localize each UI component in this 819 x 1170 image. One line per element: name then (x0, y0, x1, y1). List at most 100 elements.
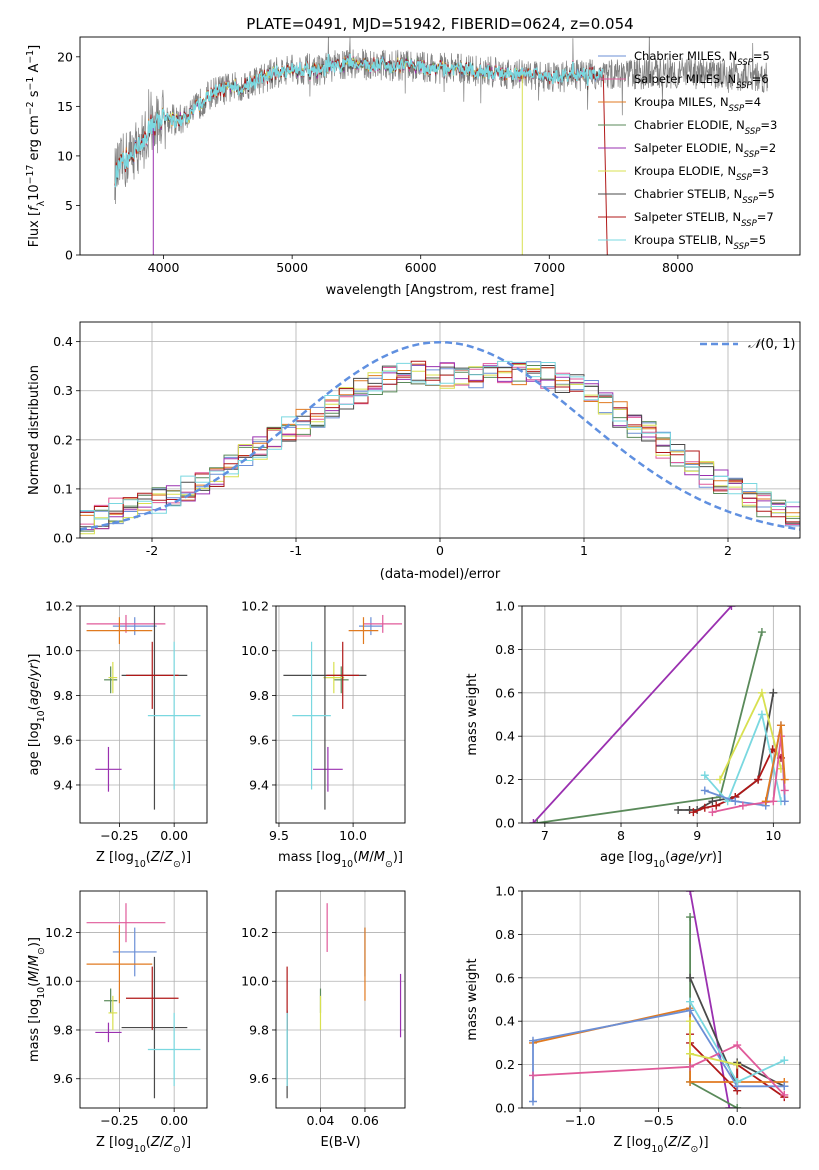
errorbar-chabrier-miles (112, 617, 157, 636)
x-tick-label: -1 (290, 543, 302, 558)
mass-vs-ebv-axes: 0.04 0.06 9.6 9.8 10.0 10.2 (241, 891, 405, 1128)
weight-marker (533, 819, 542, 823)
weight-marker (686, 891, 695, 895)
errorbar-kroupa-miles (348, 617, 379, 645)
spectrum-y-label: Flux [fλ10−17 erg cm−2 s−1 A−1] (25, 45, 47, 247)
residuals-frame (79, 321, 801, 539)
x-tick-label: 0.06 (351, 1113, 379, 1128)
errorbar-kroupa-stelib (147, 1012, 201, 1087)
weight-marker (780, 775, 789, 784)
age-vs-mass-x-label: mass [log10(M/M⊙)] (278, 850, 403, 870)
weight-marker (754, 775, 763, 784)
y-tick-label: 1.0 (495, 599, 515, 614)
weight-vs-age-frame (521, 605, 801, 824)
weight-series-chabrier-miles (528, 1006, 789, 1106)
x-tick-label: −0.25 (100, 828, 138, 843)
weight-vs-Z-y-label: mass weight (465, 958, 480, 1040)
observed-spectrum-line (114, 37, 769, 205)
age-vs-Z-y-label: age [log10(age/yr)] (27, 653, 47, 775)
errorbar-chabrier-miles (112, 927, 157, 977)
y-tick-label: 0.6 (495, 685, 515, 700)
y-tick-label: 0.8 (495, 642, 515, 657)
weight-series-kroupa-elodie (686, 1017, 742, 1069)
errorbar-salpeter-stelib (125, 966, 179, 1030)
weight-vs-Z-x-label: Z [log10(Z/Z⊙)] (613, 1135, 708, 1155)
y-tick-label: 10.0 (45, 643, 73, 658)
spectrum-drop-line (602, 74, 608, 255)
y-tick-label: 0.2 (53, 432, 73, 447)
weight-marker (757, 710, 766, 719)
errorbar-salpeter-elodie (313, 746, 343, 792)
weight-marker (733, 1041, 742, 1050)
weight-series-kroupa-stelib (686, 997, 789, 1086)
weight-marker (733, 1077, 742, 1086)
weight-marker (528, 1071, 537, 1080)
weight-marker (780, 1056, 789, 1065)
errorbar-salpeter-stelib (326, 641, 360, 709)
errorbar-salpeter-elodie (95, 1022, 122, 1043)
x-tick-label: 0.00 (160, 1113, 188, 1128)
y-tick-label: 9.6 (249, 733, 269, 748)
weight-marker (686, 1017, 695, 1026)
mass-vs-Z-x-label: Z [log10(Z/Z⊙)] (96, 1135, 191, 1155)
x-tick-label: 4000 (148, 260, 180, 275)
age-vs-Z-plot-area (86, 606, 201, 810)
weight-marker (731, 797, 740, 806)
errorbar-kroupa-elodie (108, 995, 118, 1030)
spectrum-axes: 4000 5000 6000 7000 8000 0 5 10 15 20 (57, 49, 694, 275)
y-tick-label: 9.6 (53, 733, 73, 748)
x-tick-label: -2 (146, 543, 158, 558)
x-tick-label: 2 (724, 543, 732, 558)
x-tick-label: 10 (765, 828, 781, 843)
weight-marker (528, 1097, 537, 1106)
weight-marker (727, 606, 736, 610)
y-tick-label: 20 (57, 49, 73, 64)
weight-vs-age-x-label: age [log10(age/yr)] (600, 850, 722, 870)
y-tick-label: 0.2 (495, 1057, 515, 1072)
weight-line (532, 606, 733, 823)
legend-entry: Chabrier ELODIE, NSSP=3 (634, 118, 777, 137)
y-tick-label: 0.8 (495, 927, 515, 942)
y-tick-label: 0.4 (495, 1014, 515, 1029)
y-tick-label: 0.3 (53, 383, 73, 398)
weight-marker (780, 1082, 789, 1091)
weight-marker (757, 628, 766, 637)
weight-marker (780, 1090, 789, 1099)
spectrum-plot-area (114, 37, 769, 255)
residuals-y-label: Normed distribution (27, 365, 42, 495)
y-tick-label: 9.8 (249, 1022, 269, 1037)
weight-marker (738, 801, 747, 810)
weight-marker (769, 688, 778, 697)
residuals-plot-area (80, 340, 800, 535)
x-tick-label: −1.0 (565, 1113, 595, 1128)
normal-distribution-curve (80, 340, 800, 531)
spectrum-frame (79, 36, 801, 256)
weight-marker (686, 1049, 695, 1058)
y-tick-label: 1.0 (495, 884, 515, 899)
age-vs-mass-axes: 9.5 10.0 9.4 9.6 9.8 10.0 10.2 (241, 599, 405, 843)
legend-entry: Kroupa MILES, NSSP=4 (634, 95, 761, 114)
weight-series-kroupa-miles (761, 721, 789, 806)
y-tick-label: 0.0 (495, 1101, 515, 1116)
legend-entry: Salpeter STELIB, NSSP=7 (634, 210, 774, 229)
y-tick-label: 0.0 (495, 816, 515, 831)
y-tick-label: 0.1 (53, 481, 73, 496)
errorbar-salpeter-elodie (95, 746, 122, 792)
legend-entry: Chabrier MILES, NSSP=5 (634, 49, 770, 68)
age-vs-mass-plot-area (283, 606, 403, 810)
x-tick-label: 10.0 (339, 828, 367, 843)
x-tick-label: 8 (617, 828, 625, 843)
y-tick-label: 9.4 (53, 777, 73, 792)
weight-vs-Z-plot-area (528, 891, 789, 1108)
age-vs-mass-frame (275, 605, 406, 824)
x-tick-label: 0.0 (727, 1113, 747, 1128)
mass-vs-Z-plot-area (86, 903, 201, 1099)
age-vs-Z-x-label: Z [log10(Z/Z⊙)] (96, 850, 191, 870)
y-tick-label: 9.4 (249, 777, 269, 792)
weight-marker (686, 1062, 695, 1071)
weight-marker (757, 688, 766, 697)
weight-line (704, 711, 782, 804)
mass-vs-Z-y-label: mass [log10(M/M⊙)] (27, 937, 47, 1062)
errorbar-salpeter-stelib (125, 641, 179, 709)
